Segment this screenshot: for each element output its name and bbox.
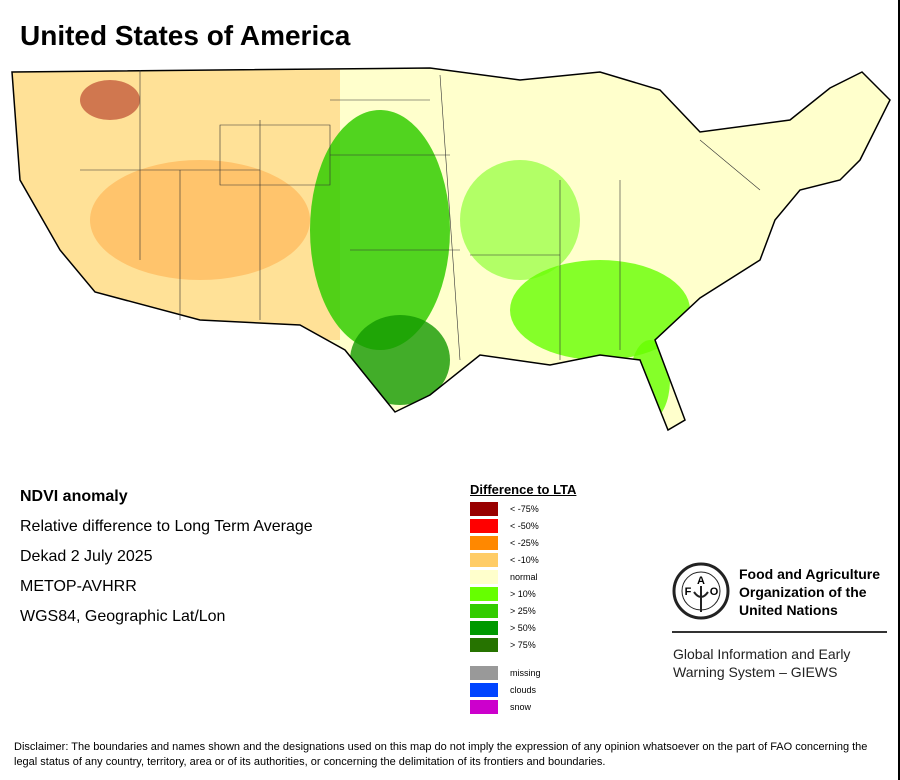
legend-item: < -50% — [470, 519, 539, 533]
legend-swatch — [470, 638, 498, 652]
map-title: United States of America — [20, 20, 351, 51]
legend-label: clouds — [510, 685, 537, 695]
giews-line2: Warning System – GIEWS — [673, 664, 838, 680]
legend-item: < -75% — [470, 502, 539, 516]
giews-line1: Global Information and Early — [673, 646, 851, 662]
svg-text:F: F — [685, 586, 692, 598]
legend-swatch — [470, 683, 498, 697]
legend-item: > 50% — [470, 621, 536, 635]
legend-item: clouds — [470, 683, 536, 697]
legend-swatch — [470, 553, 498, 567]
legend-item: > 75% — [470, 638, 536, 652]
legend-swatch — [470, 502, 498, 516]
fao-name-line1: Food and Agriculture — [739, 566, 881, 582]
legend-swatch — [470, 570, 498, 584]
legend-label: < -10% — [510, 555, 539, 565]
map-sensor: METOP-AVHRR — [20, 578, 137, 595]
legend-item: < -25% — [470, 536, 539, 550]
plains-green-region — [310, 110, 450, 350]
legend-swatch — [470, 604, 498, 618]
ndvi-anomaly-map — [11, 67, 891, 431]
legend-item: > 25% — [470, 604, 536, 618]
legend-title: Difference to LTA — [470, 482, 577, 497]
legend-label: < -50% — [510, 521, 539, 531]
svg-text:A: A — [697, 575, 705, 587]
legend-label: < -75% — [510, 504, 539, 514]
legend-swatch — [470, 621, 498, 635]
legend-swatch — [470, 666, 498, 680]
legend-label: < -25% — [510, 538, 539, 548]
legend-label: snow — [510, 702, 532, 712]
legend-item: missing — [470, 666, 541, 680]
map-description: Relative difference to Long Term Average — [20, 518, 313, 535]
legend-label: > 50% — [510, 623, 536, 633]
legend-swatch — [470, 700, 498, 714]
fao-name: Food and Agriculture Organization of the… — [739, 565, 880, 619]
giews-name: Global Information and Early Warning Sys… — [673, 645, 850, 681]
legend-label: normal — [510, 572, 538, 582]
state-borders — [80, 70, 761, 361]
legend-label: > 25% — [510, 606, 536, 616]
disclaimer: Disclaimer: The boundaries and names sho… — [14, 741, 868, 768]
legend-item: normal — [470, 570, 538, 584]
legend-swatch — [470, 519, 498, 533]
legend-item: > 10% — [470, 587, 536, 601]
fao-name-line2: Organization of the — [739, 584, 867, 600]
svg-text:O: O — [710, 586, 719, 598]
southeast-green-region — [510, 260, 690, 360]
legend-label: > 75% — [510, 640, 536, 650]
legend-label: missing — [510, 668, 541, 678]
legend-item: snow — [470, 700, 531, 714]
fao-logo-icon: A F O — [672, 562, 730, 620]
legend-swatch — [470, 536, 498, 550]
map-date: Dekad 2 July 2025 — [20, 548, 153, 565]
map-subject: NDVI anomaly — [20, 488, 128, 505]
legend-label: > 10% — [510, 589, 536, 599]
legend-swatch — [470, 587, 498, 601]
divider — [672, 631, 887, 633]
legend-item: < -10% — [470, 553, 539, 567]
map-projection: WGS84, Geographic Lat/Lon — [20, 608, 226, 625]
fao-name-line3: United Nations — [739, 602, 838, 618]
